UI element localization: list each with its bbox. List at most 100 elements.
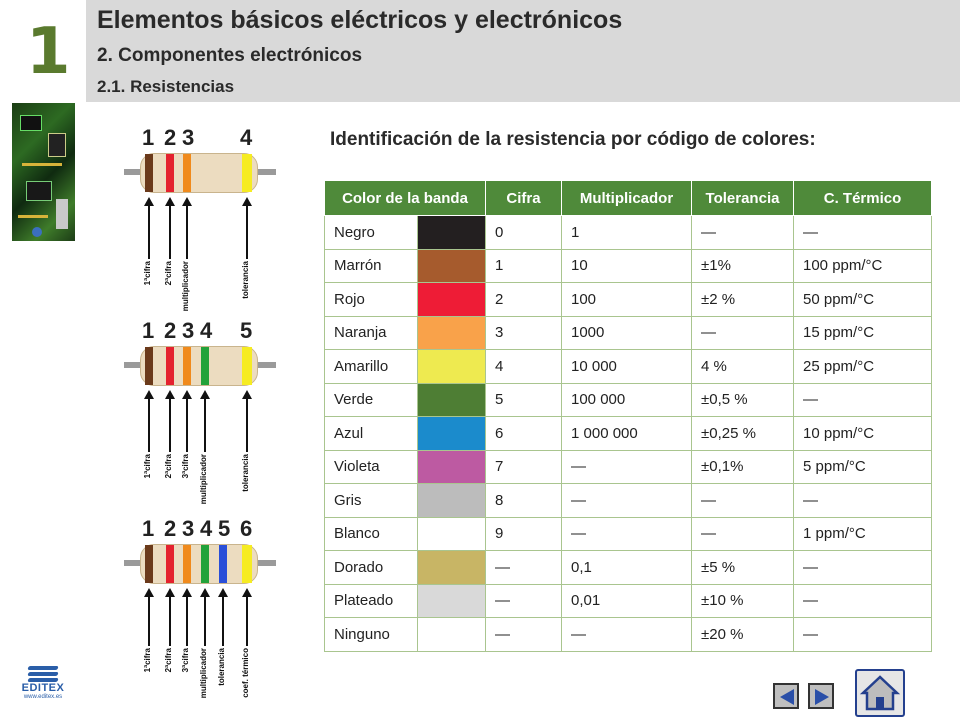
table-row: Dorado —0,1 ±5 % — xyxy=(324,550,932,585)
subsection-title: 2.1. Resistencias xyxy=(97,77,235,96)
color-swatch xyxy=(417,516,486,551)
color-name-cell: Ninguno xyxy=(324,617,418,652)
triangle-right-icon xyxy=(815,689,829,705)
tolerance-cell: ±20 % xyxy=(691,617,794,652)
band-number: 6 xyxy=(240,516,253,541)
color-name-cell: Negro xyxy=(324,215,418,250)
color-band xyxy=(183,154,191,192)
tolerance-cell: ±5 % xyxy=(691,550,794,585)
color-band xyxy=(242,154,252,192)
band-number: 1 xyxy=(142,318,155,343)
arrow xyxy=(242,588,252,646)
color-name-cell: Marrón xyxy=(324,248,418,283)
color-name-cell: Amarillo xyxy=(324,349,418,384)
table-row: Verde 5 100 000 ±0,5 % — xyxy=(324,382,932,417)
color-swatch xyxy=(417,617,486,652)
color-name-cell: Blanco xyxy=(324,516,418,551)
arrow xyxy=(165,197,175,259)
logo-url: www.editex.es xyxy=(23,694,63,700)
thermal-coef-cell: 5 ppm/°C xyxy=(793,449,932,484)
digit-cell: 8 xyxy=(485,483,562,518)
arrow xyxy=(182,390,192,452)
band-numbers: 1 2 3 4 5 6 xyxy=(118,516,278,542)
column-header: Color de la banda xyxy=(324,180,486,216)
band-label: 1ªcifra xyxy=(143,454,152,479)
color-name-cell: Gris xyxy=(324,483,418,518)
color-name-cell: Verde xyxy=(324,382,418,417)
band-number: 5 xyxy=(240,318,253,343)
tolerance-cell: 4 % xyxy=(691,349,794,384)
multiplier-cell: 10 000 xyxy=(561,349,692,384)
band-number: 4 xyxy=(200,516,213,541)
header-bar xyxy=(86,0,960,102)
resistor-lead xyxy=(124,560,142,566)
resistor-lead xyxy=(256,169,276,175)
color-swatch xyxy=(417,349,486,384)
editex-mark-icon xyxy=(27,664,59,682)
chapter-number: 1 xyxy=(26,15,71,89)
table-row: Blanco 9— —1 ppm/°C xyxy=(324,516,932,551)
band-label: 1ªcifra xyxy=(143,261,152,286)
column-header: C. Térmico xyxy=(793,180,932,216)
tolerance-cell: ±0,5 % xyxy=(691,382,794,417)
table-row: Naranja 3 1000—15 ppm/°C xyxy=(324,315,932,350)
tolerance-cell: — xyxy=(691,315,794,350)
column-header: Multiplicador xyxy=(561,180,692,216)
next-slide-button[interactable] xyxy=(808,683,834,709)
page-title: Elementos básicos eléctricos y electróni… xyxy=(97,6,623,34)
multiplier-cell: 0,1 xyxy=(561,550,692,585)
color-band xyxy=(145,347,153,385)
tolerance-cell: — xyxy=(691,483,794,518)
arrow xyxy=(182,197,192,259)
thermal-coef-cell: 25 ppm/°C xyxy=(793,349,932,384)
arrow xyxy=(218,588,228,646)
multiplier-cell: — xyxy=(561,516,692,551)
home-button[interactable] xyxy=(855,669,905,717)
table-heading: Identificación de la resistencia por cód… xyxy=(330,129,816,150)
color-band xyxy=(145,545,153,583)
digit-cell: — xyxy=(485,550,562,585)
digit-cell: — xyxy=(485,583,562,618)
color-swatch xyxy=(417,215,486,250)
resistor-body xyxy=(140,153,258,193)
resistor-4-bands: 1 2 3 4 1ªcifra 2ªcifra multiplicador to… xyxy=(118,125,278,311)
resistor-lead xyxy=(256,362,276,368)
color-band xyxy=(145,154,153,192)
previous-slide-button[interactable] xyxy=(773,683,799,709)
table-row: Ninguno — — ±20 % — xyxy=(324,617,932,652)
arrow xyxy=(144,588,154,646)
column-header: Tolerancia xyxy=(691,180,794,216)
band-number: 1 xyxy=(142,516,155,541)
color-band xyxy=(242,347,252,385)
color-name-cell: Azul xyxy=(324,416,418,451)
multiplier-cell: — xyxy=(561,617,692,652)
band-label: 2ªcifra xyxy=(164,648,173,673)
table-row: Negro 0 1— — xyxy=(324,215,932,250)
resistor-lead xyxy=(124,169,142,175)
color-band xyxy=(166,154,174,192)
table-body: Negro 0 1— — Marrón 1 10 ±1% 100 ppm/°C Rojo 2 100 ±… xyxy=(324,215,932,652)
band-numbers: 1 2 3 4 5 xyxy=(118,318,278,344)
arrow xyxy=(200,588,210,646)
band-numbers: 1 2 3 4 xyxy=(118,125,278,151)
digit-cell: 6 xyxy=(485,416,562,451)
thermal-coef-cell: 10 ppm/°C xyxy=(793,416,932,451)
color-name-cell: Violeta xyxy=(324,449,418,484)
color-band xyxy=(166,545,174,583)
resistor-6-bands: 1 2 3 4 5 6 1ªcifra 2ªcifra 3ªcifra mult… xyxy=(118,516,278,706)
triangle-left-icon xyxy=(780,689,794,705)
band-label: tolerancia xyxy=(217,648,226,686)
digit-cell: 2 xyxy=(485,282,562,317)
band-label: 1ªcifra xyxy=(143,648,152,673)
arrow xyxy=(182,588,192,646)
digit-cell: 5 xyxy=(485,382,562,417)
band-label: multiplicador xyxy=(181,261,190,312)
color-swatch xyxy=(417,282,486,317)
band-label: coef. térmico xyxy=(241,648,250,698)
tolerance-cell: ±1% xyxy=(691,248,794,283)
thermal-coef-cell: — xyxy=(793,550,932,585)
color-name-cell: Dorado xyxy=(324,550,418,585)
digit-cell: 3 xyxy=(485,315,562,350)
digit-cell: 7 xyxy=(485,449,562,484)
thermal-coef-cell: 1 ppm/°C xyxy=(793,516,932,551)
